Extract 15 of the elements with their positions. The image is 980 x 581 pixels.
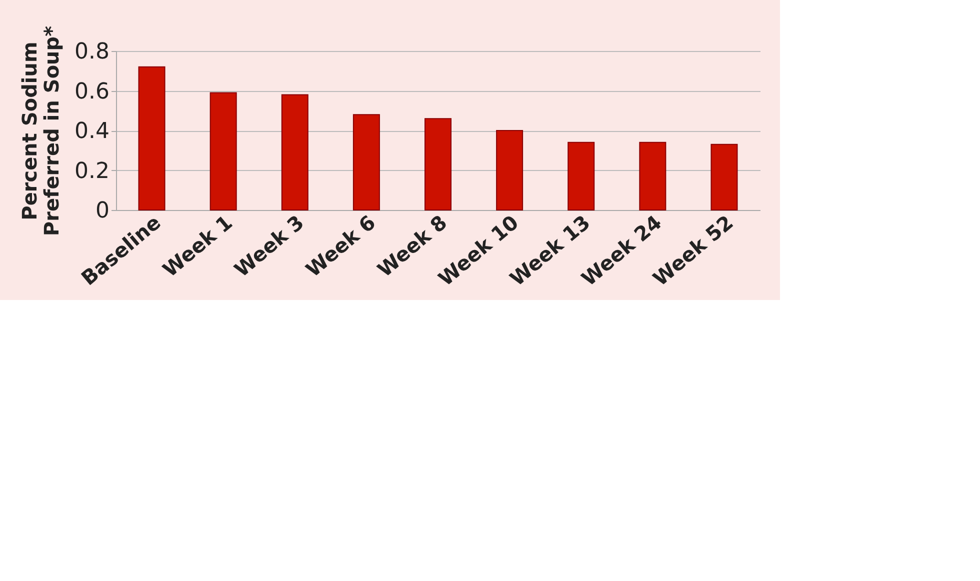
y-tick-label: 0.2: [74, 158, 110, 184]
y-axis-title: Percent Sodium Preferred in Soup*: [18, 25, 64, 236]
bar: [639, 142, 666, 210]
bar: [281, 94, 308, 210]
bar: [710, 144, 738, 210]
y-tick-label: 0.4: [74, 119, 110, 144]
bar: [424, 118, 452, 210]
bar: [138, 66, 166, 210]
y-tick-label: 0.8: [74, 40, 110, 64]
bar: [210, 92, 237, 210]
bar: [568, 142, 595, 210]
y-tick-label: 0: [96, 198, 110, 224]
y-tick-label: 0.6: [74, 79, 110, 104]
bar: [352, 114, 380, 210]
bar: [496, 130, 524, 210]
